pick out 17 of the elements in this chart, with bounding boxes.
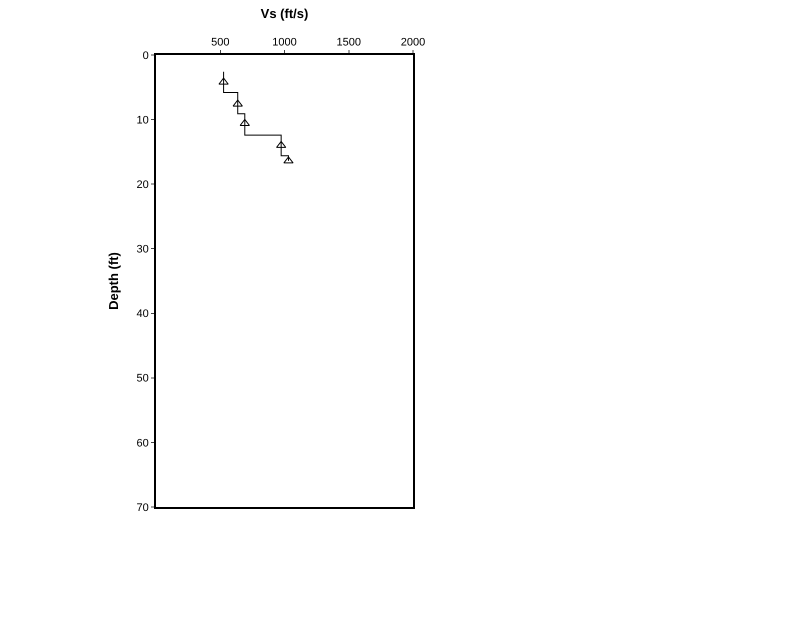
y-tick-label: 20 [136, 178, 149, 191]
y-tick-label: 30 [136, 244, 149, 256]
y-tick-label: 10 [136, 114, 149, 126]
y-tick-label: 0 [142, 50, 149, 62]
x-tick-label: 2000 [400, 36, 426, 49]
x-tick-label: 1000 [272, 36, 297, 49]
x-axis-title: Vs (ft/s) [260, 6, 308, 22]
point [240, 118, 250, 126]
y-tick-label: 50 [136, 372, 149, 385]
x-tick-label: 1500 [336, 36, 361, 49]
y-tick-label: 70 [136, 502, 149, 514]
y-axis-title: Depth (ft) [106, 252, 121, 310]
y-tick-label: 60 [136, 437, 149, 450]
y-tick-label: 40 [136, 308, 149, 320]
x-tick-label: 500 [211, 36, 230, 49]
point [232, 100, 243, 107]
point [276, 140, 286, 148]
